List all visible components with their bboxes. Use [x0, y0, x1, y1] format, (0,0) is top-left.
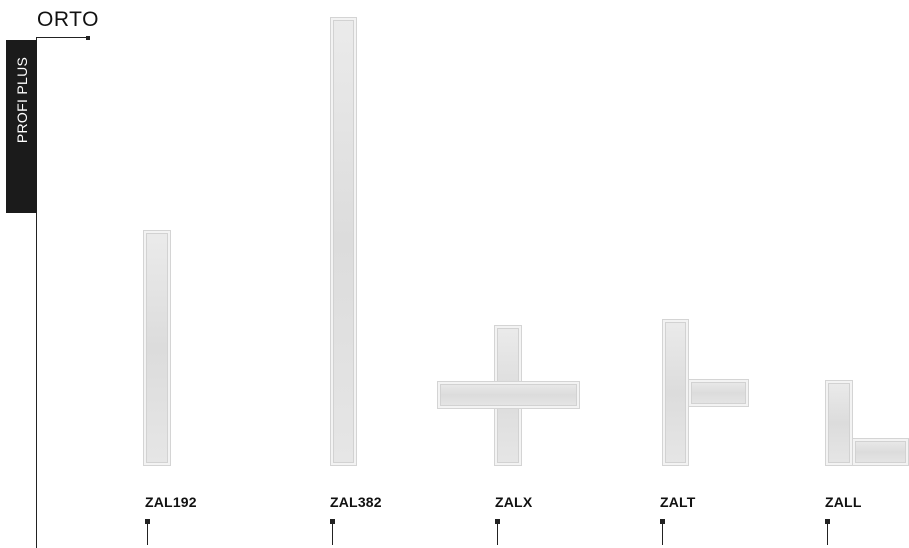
label-marker [330, 519, 335, 524]
side-tab-label: PROFI PLUS [13, 56, 30, 144]
page-title: ORTO [37, 8, 99, 31]
label-marker [495, 519, 500, 524]
side-tab: PROFI PLUS [6, 40, 37, 213]
product-label-zal192: ZAL192 [145, 494, 197, 510]
title-underline [36, 37, 88, 38]
label-marker-line [147, 524, 148, 545]
product-label-zalx: ZALX [495, 494, 533, 510]
label-marker [825, 519, 830, 524]
label-marker-line [332, 524, 333, 545]
vertical-guide-line [36, 37, 37, 548]
label-marker-line [662, 524, 663, 545]
product-label-zalt: ZALT [660, 494, 696, 510]
label-marker [660, 519, 665, 524]
title-underline-marker [86, 36, 90, 40]
label-marker-line [497, 524, 498, 545]
product-label-zall: ZALL [825, 494, 862, 510]
product-label-zal382: ZAL382 [330, 494, 382, 510]
label-marker [145, 519, 150, 524]
label-marker-line [827, 524, 828, 545]
